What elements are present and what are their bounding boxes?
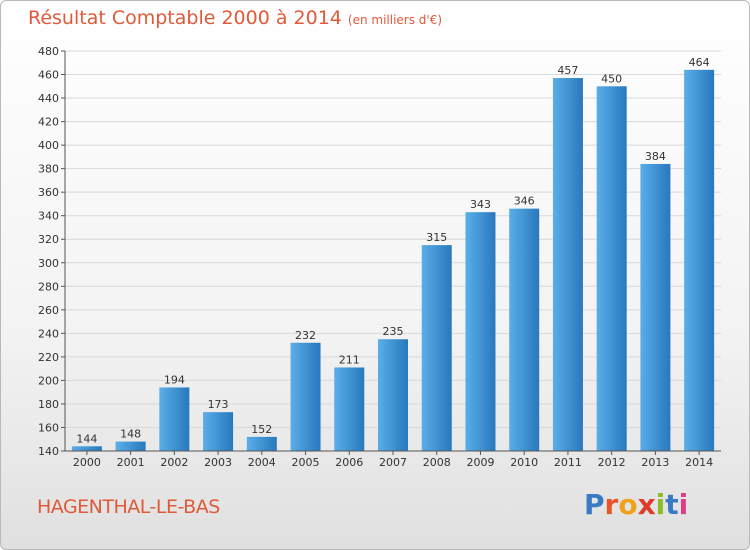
- proxiti-logo[interactable]: Proxiti: [584, 488, 688, 521]
- bar-2007[interactable]: [378, 339, 408, 451]
- y-tick-label: 400: [38, 139, 59, 152]
- bar-2011[interactable]: [552, 78, 583, 451]
- bar-2005[interactable]: [290, 342, 321, 451]
- logo-letter: o: [618, 488, 638, 521]
- data-label-2008: 315: [426, 231, 447, 244]
- logo-letter: i: [678, 488, 689, 521]
- x-tick-label: 2002: [160, 456, 188, 469]
- bar-2013[interactable]: [640, 163, 671, 452]
- bar-2009[interactable]: [465, 212, 496, 451]
- logo-letter: P: [584, 488, 605, 521]
- x-tick-label: 2000: [73, 456, 101, 469]
- chart-unit-label: (en milliers d'€): [347, 13, 443, 27]
- logo-letter: t: [665, 488, 679, 521]
- data-label-2009: 343: [470, 198, 491, 211]
- x-tick-label: 2004: [248, 456, 276, 469]
- data-label-2010: 346: [514, 195, 535, 208]
- y-tick-label: 240: [38, 327, 59, 340]
- y-tick-label: 420: [38, 116, 59, 129]
- x-tick-label: 2003: [204, 456, 232, 469]
- data-label-2005: 232: [295, 329, 316, 342]
- y-tick-label: 280: [38, 280, 59, 293]
- data-label-2000: 144: [76, 432, 97, 445]
- bar-2003[interactable]: [203, 412, 234, 451]
- y-tick-label: 380: [38, 163, 59, 176]
- y-tick-label: 180: [38, 398, 59, 411]
- bar-2004[interactable]: [246, 436, 277, 451]
- y-tick-label: 260: [38, 304, 59, 317]
- bar-2012[interactable]: [596, 86, 627, 451]
- chart-title-text: Résultat Comptable 2000 à 2014: [28, 7, 342, 29]
- x-tick-label: 2001: [117, 456, 145, 469]
- y-tick-label: 340: [38, 210, 59, 223]
- x-tick-label: 2010: [510, 456, 538, 469]
- x-tick-label: 2011: [554, 456, 582, 469]
- data-label-2012: 450: [601, 72, 622, 85]
- y-tick-label: 440: [38, 92, 59, 105]
- y-tick-label: 360: [38, 186, 59, 199]
- x-tick-label: 2012: [598, 456, 626, 469]
- data-label-2013: 384: [645, 150, 666, 163]
- data-label-2004: 152: [251, 423, 272, 436]
- x-tick-label: 2014: [685, 456, 713, 469]
- y-tick-label: 480: [38, 45, 59, 58]
- y-tick-label: 200: [38, 374, 59, 387]
- data-label-2001: 148: [120, 428, 141, 441]
- x-tick-label: 2007: [379, 456, 407, 469]
- data-label-2007: 235: [383, 325, 404, 338]
- x-tick-label: 2008: [423, 456, 451, 469]
- x-tick-label: 2006: [335, 456, 363, 469]
- y-tick-label: 160: [38, 421, 59, 434]
- x-tick-label: 2005: [292, 456, 320, 469]
- data-label-2011: 457: [557, 64, 578, 77]
- bar-2014[interactable]: [684, 69, 715, 451]
- bar-2010[interactable]: [509, 208, 540, 451]
- bar-2002[interactable]: [159, 387, 190, 451]
- y-tick-label: 320: [38, 233, 59, 246]
- logo-letter: x: [637, 488, 656, 521]
- chart-title: Résultat Comptable 2000 à 2014 (en millie…: [28, 7, 442, 29]
- logo-letter: i: [655, 488, 666, 521]
- axes: 140 160 180 200 220 240 260 280 300 320 340 360 380 4…: [38, 45, 721, 469]
- data-label-2006: 211: [339, 353, 360, 366]
- data-label-2002: 194: [164, 373, 185, 386]
- y-tick-label: 220: [38, 351, 59, 364]
- y-tick-label: 300: [38, 257, 59, 270]
- bar-2006[interactable]: [334, 367, 365, 451]
- logo-letter: r: [604, 488, 619, 521]
- x-tick-label: 2009: [466, 456, 494, 469]
- y-tick-label: 460: [38, 69, 59, 82]
- y-tick-label: 140: [38, 445, 59, 458]
- x-tick-label: 2013: [641, 456, 669, 469]
- commune-name: HAGENTHAL-LE-BAS: [37, 496, 220, 518]
- bar-2008[interactable]: [421, 245, 452, 451]
- bar-2001[interactable]: [115, 441, 146, 451]
- bar-series: 144 148 194 173 152 232 211 235 315 343 346 457 450 3…: [71, 56, 715, 452]
- bar-2000[interactable]: [71, 446, 102, 451]
- data-label-2003: 173: [208, 398, 229, 411]
- data-label-2014: 464: [689, 56, 710, 69]
